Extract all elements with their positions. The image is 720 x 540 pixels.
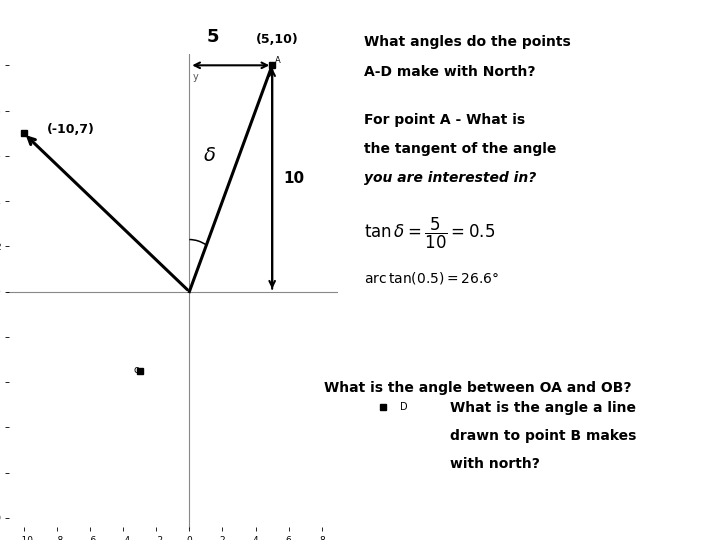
Text: drawn to point B makes: drawn to point B makes (451, 429, 636, 443)
Text: A-D make with North?: A-D make with North? (364, 65, 536, 79)
Text: the tangent of the angle: the tangent of the angle (364, 142, 557, 156)
Text: A: A (274, 56, 280, 65)
Text: $\tan\delta = \dfrac{5}{10} = 0.5$: $\tan\delta = \dfrac{5}{10} = 0.5$ (364, 216, 495, 251)
Text: What angles do the points: What angles do the points (364, 35, 571, 49)
Text: For point A - What is: For point A - What is (364, 113, 526, 127)
Text: D: D (400, 402, 408, 411)
Text: (-10,7): (-10,7) (47, 123, 94, 136)
Text: 10: 10 (284, 171, 305, 186)
Text: y: y (192, 72, 198, 82)
Text: What is the angle a line: What is the angle a line (451, 401, 636, 415)
Text: you are interested in?: you are interested in? (364, 171, 536, 185)
Text: What is the angle between OA and OB?: What is the angle between OA and OB? (324, 381, 631, 395)
Text: with north?: with north? (451, 457, 540, 471)
Text: (5,10): (5,10) (256, 33, 298, 46)
Text: c: c (133, 365, 138, 375)
Text: 5: 5 (206, 28, 219, 46)
Text: $\mathrm{arc\,tan}(0.5) = 26.6°$: $\mathrm{arc\,tan}(0.5) = 26.6°$ (364, 270, 500, 286)
Text: $\delta$: $\delta$ (203, 146, 216, 165)
